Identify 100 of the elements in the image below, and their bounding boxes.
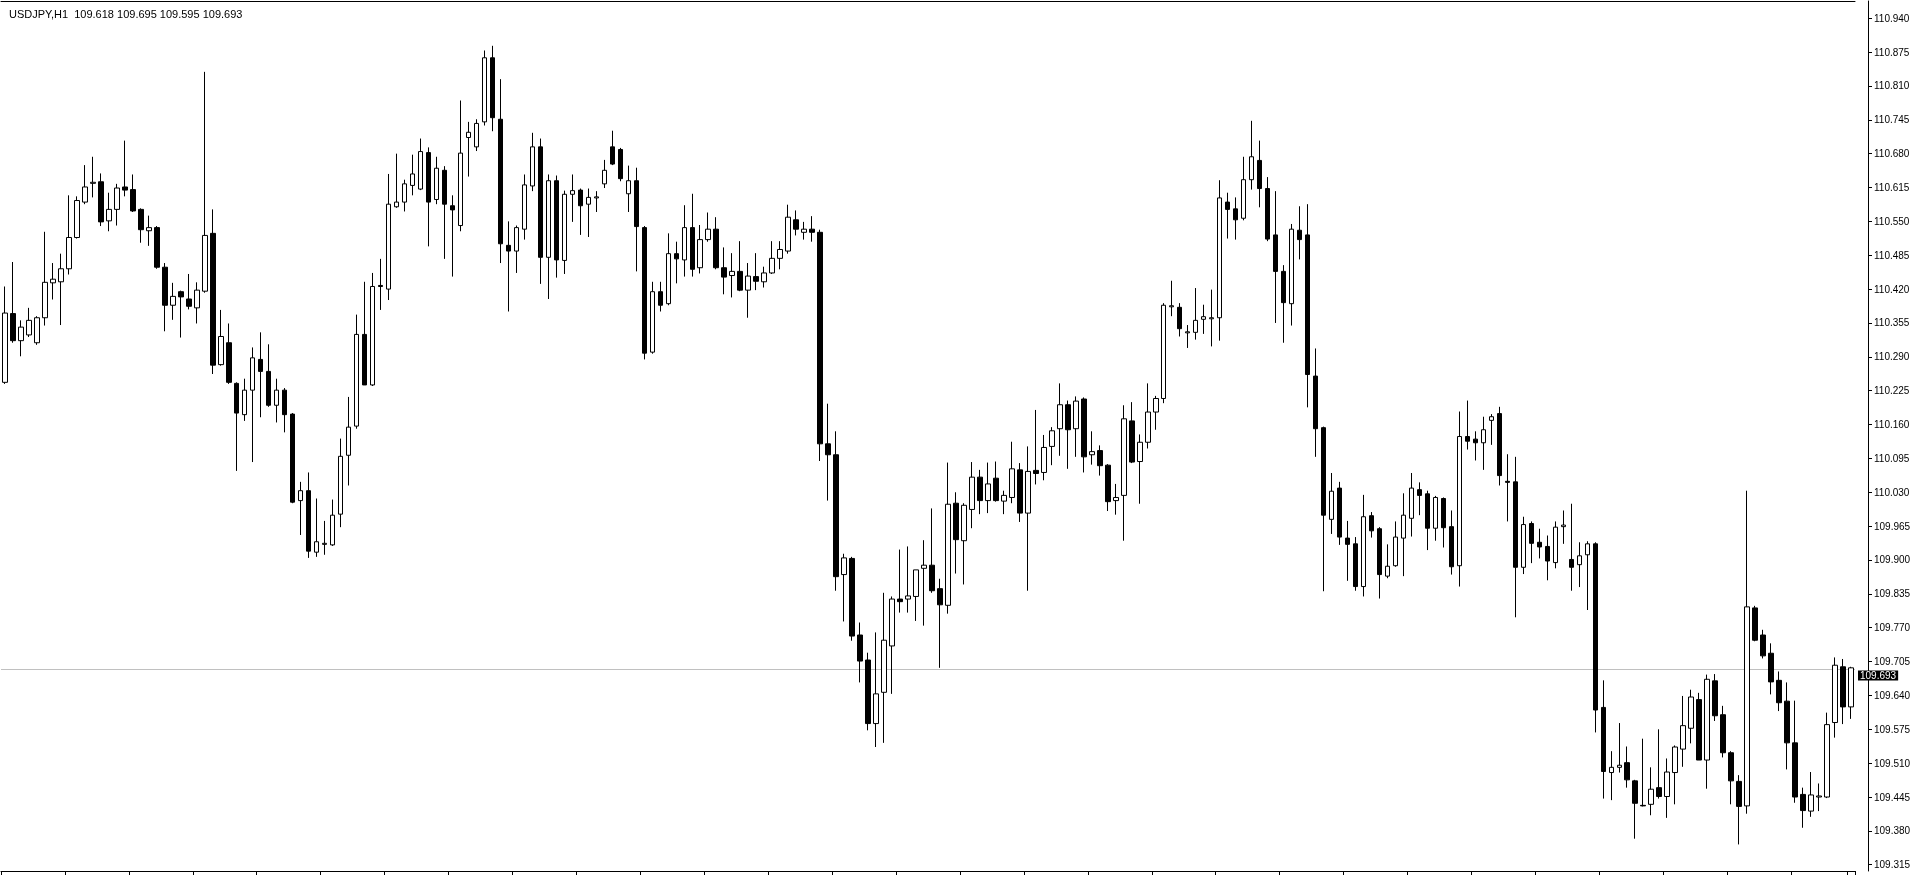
y-tick-label: 109.575 bbox=[1874, 723, 1911, 735]
candlestick bbox=[1193, 287, 1198, 341]
candlestick bbox=[474, 118, 479, 152]
candlestick bbox=[809, 215, 815, 243]
candlestick bbox=[1704, 674, 1710, 790]
candlestick bbox=[1696, 692, 1702, 761]
candlestick bbox=[1113, 483, 1119, 516]
y-tick-label: 110.550 bbox=[1874, 215, 1910, 227]
candlestick bbox=[1361, 494, 1366, 597]
candlestick bbox=[418, 138, 423, 191]
candlestick bbox=[666, 232, 671, 306]
candlestick bbox=[186, 273, 192, 310]
candlestick bbox=[402, 179, 407, 212]
y-tick-label: 109.640 bbox=[1874, 689, 1911, 701]
candlestick bbox=[90, 156, 96, 198]
candlestick bbox=[194, 281, 200, 324]
candlestick bbox=[274, 378, 279, 423]
candlestick bbox=[162, 262, 168, 332]
candlestick bbox=[354, 314, 359, 430]
candlestick bbox=[961, 502, 967, 585]
candlestick bbox=[10, 261, 16, 344]
candlestick bbox=[290, 412, 295, 504]
candlestick bbox=[442, 165, 447, 260]
candlestick bbox=[1057, 382, 1063, 457]
candlestick bbox=[122, 140, 128, 197]
candlestick bbox=[1321, 426, 1326, 592]
candlestick bbox=[1225, 192, 1230, 240]
candlestick bbox=[426, 146, 431, 247]
candlestick bbox=[1441, 496, 1446, 548]
candlestick bbox=[362, 281, 367, 386]
candlestick bbox=[1001, 490, 1007, 515]
candlestick bbox=[1377, 526, 1382, 600]
y-tick-label: 110.615 bbox=[1874, 182, 1910, 193]
candlestick bbox=[370, 272, 375, 387]
candlestick bbox=[1201, 304, 1206, 335]
candlestick bbox=[1393, 520, 1398, 568]
candlestick bbox=[482, 49, 487, 127]
candlestick bbox=[1369, 511, 1374, 539]
candlestick bbox=[1656, 728, 1662, 800]
candlestick bbox=[1081, 396, 1087, 473]
candlestick bbox=[977, 469, 983, 515]
candlestick bbox=[1417, 481, 1422, 516]
candlestick bbox=[58, 253, 64, 326]
candlestick bbox=[2, 285, 8, 385]
candlestick bbox=[66, 194, 72, 275]
y-tick-label: 110.290 bbox=[1874, 351, 1910, 363]
candlestick bbox=[889, 595, 895, 695]
candlestick bbox=[1808, 771, 1814, 818]
candlestick bbox=[98, 172, 104, 227]
candlestick bbox=[586, 188, 591, 238]
candlestick bbox=[1752, 605, 1758, 642]
candlestick bbox=[1505, 453, 1510, 522]
candlestick bbox=[1337, 481, 1342, 546]
candlestick bbox=[530, 132, 535, 192]
candlestick bbox=[745, 262, 751, 319]
candlestick bbox=[1009, 441, 1015, 504]
candlestick bbox=[1073, 395, 1079, 458]
candlestick bbox=[106, 192, 112, 232]
candlestick bbox=[674, 241, 679, 284]
candlestick bbox=[234, 381, 239, 472]
y-tick-label: 109.900 bbox=[1874, 554, 1911, 566]
candlestick bbox=[1217, 179, 1222, 342]
candlestick bbox=[1832, 656, 1838, 739]
candlestick bbox=[578, 188, 583, 236]
candlestick bbox=[1624, 745, 1630, 789]
candlestick bbox=[1097, 444, 1103, 477]
candlestick bbox=[1297, 205, 1302, 260]
candlestick bbox=[210, 208, 216, 375]
candlestick bbox=[1249, 120, 1254, 191]
candlestick bbox=[1353, 536, 1358, 592]
candlestick bbox=[1313, 347, 1318, 458]
text: USDJPY,H1 109.618 109.695 109.595 109.693 bbox=[9, 7, 243, 20]
candlestick bbox=[1632, 779, 1638, 840]
y-tick-label: 110.810 bbox=[1874, 80, 1910, 92]
candlestick bbox=[1465, 400, 1470, 451]
candlestick bbox=[697, 224, 703, 274]
candlestick bbox=[1457, 411, 1462, 588]
candlestick bbox=[1137, 433, 1143, 505]
candlestick bbox=[753, 252, 759, 291]
candlestick bbox=[266, 343, 271, 408]
candlestick bbox=[1648, 766, 1654, 816]
candlestick bbox=[1585, 540, 1590, 611]
candlestick bbox=[42, 231, 48, 327]
candlestick bbox=[1569, 503, 1574, 592]
candlestick bbox=[1601, 679, 1606, 800]
candlestick bbox=[993, 461, 999, 503]
candlestick bbox=[434, 156, 439, 205]
candlestick bbox=[1345, 520, 1350, 582]
candlestick bbox=[378, 258, 383, 311]
candlestick bbox=[705, 212, 711, 243]
candlestick bbox=[242, 378, 247, 422]
candlestick bbox=[1768, 642, 1774, 695]
y-tick-label: 109.835 bbox=[1874, 588, 1911, 600]
candlestick bbox=[178, 290, 184, 339]
candlestick bbox=[1033, 409, 1039, 485]
candlestick bbox=[610, 130, 615, 166]
candlestick bbox=[777, 240, 783, 270]
y-tick-label: 110.875 bbox=[1874, 46, 1910, 58]
candlestick bbox=[1561, 510, 1566, 545]
candlestick bbox=[330, 499, 335, 547]
